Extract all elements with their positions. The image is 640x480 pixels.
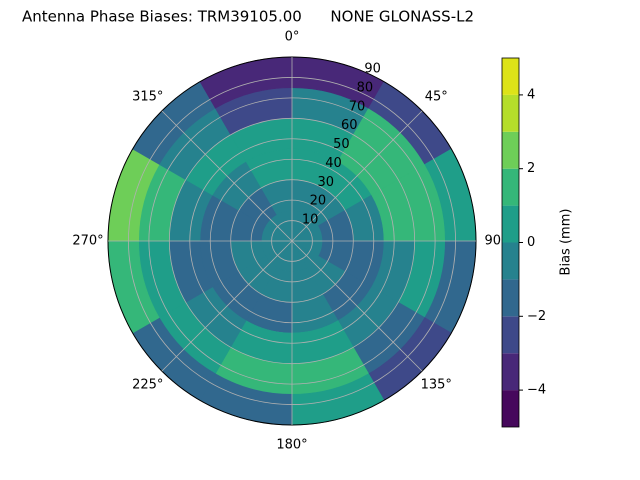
polar-labels: 1020304050607080900°45°90°135°180°225°27… (72, 30, 507, 453)
r-tick-label: 10 (302, 213, 319, 228)
colorbar-segment (502, 316, 519, 354)
theta-tick-label: 315° (132, 89, 163, 104)
grid-spoke (161, 110, 293, 242)
theta-tick-label: 45° (425, 89, 448, 104)
colorbar-tick-label: 4 (527, 87, 535, 102)
grid-spoke (291, 110, 423, 242)
colorbar-segment (502, 279, 519, 317)
theta-tick-label: 135° (421, 378, 452, 393)
colorbar-segment (502, 353, 519, 391)
r-tick-label: 80 (357, 80, 374, 95)
r-tick-label: 70 (349, 99, 366, 114)
r-tick-label: 60 (341, 118, 358, 133)
r-tick-label: 50 (333, 137, 350, 152)
polar-grid (107, 56, 477, 426)
theta-tick-label: 0° (285, 30, 300, 45)
colorbar-tick-label: 0 (527, 235, 535, 250)
grid-spoke (161, 240, 293, 372)
colorbar-label: Bias (mm) (559, 209, 574, 276)
theta-tick-label: 225° (132, 378, 163, 393)
colorbar-segment (502, 94, 519, 132)
colorbar-segment (502, 242, 519, 280)
colorbar-segment (502, 58, 519, 95)
r-tick-label: 90 (364, 62, 381, 77)
chart-title: Antenna Phase Biases: TRM39105.00 NONE G… (22, 8, 474, 26)
theta-tick-label: 270° (72, 234, 103, 249)
colorbar-tick-label: 2 (527, 161, 535, 176)
colorbar-segment (502, 390, 519, 427)
r-tick-label: 20 (310, 194, 327, 209)
colorbar-segment (502, 131, 519, 169)
colorbar-segment (502, 168, 519, 206)
colorbar: −4 −2 0 2 4 (501, 57, 546, 428)
r-tick-label: 40 (325, 156, 342, 171)
grid-spoke (291, 240, 423, 372)
colorbar-segment (502, 205, 519, 243)
colorbar-tick-label: −4 (527, 383, 546, 398)
theta-tick-label: 180° (276, 438, 307, 453)
colorbar-tick-label: −2 (527, 309, 546, 324)
r-tick-label: 30 (317, 175, 334, 190)
